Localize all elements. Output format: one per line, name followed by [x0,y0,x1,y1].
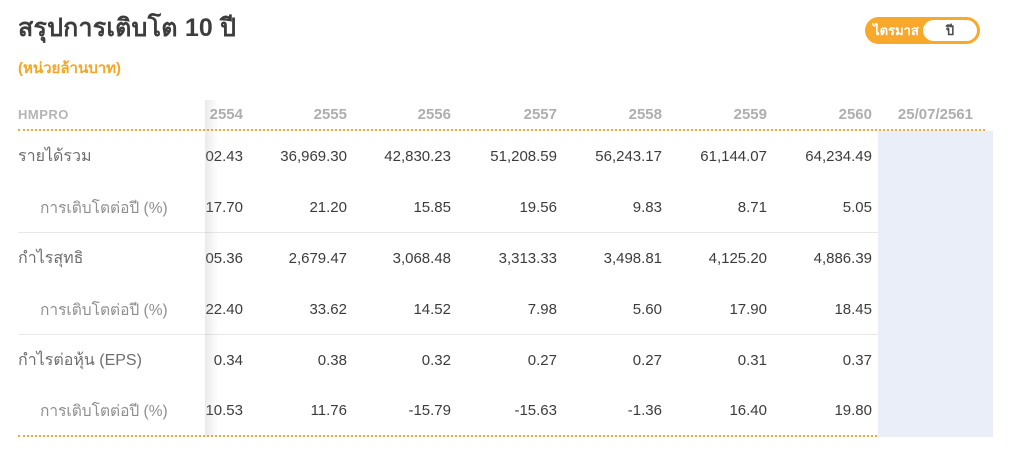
table-row-net-profit: กำไรสุทธิ 05.36 2,679.47 3,068.48 3,313.… [18,233,985,284]
table-row-eps-growth: การเติบโตต่อปี (%) 10.53 11.76 -15.79 -1… [18,386,985,437]
table-cell: 0.34 [213,352,243,369]
table-cell: 05.36 [205,250,243,267]
stock-symbol-header: HMPRO [18,107,69,122]
toggle-option-quarter[interactable]: ไตรมาส [873,23,919,38]
table-cell: 42,830.23 [384,148,451,165]
row-label: การเติบโตต่อปี (%) [40,403,168,420]
table-row-net-profit-growth: การเติบโตต่อปี (%) 22.40 33.62 14.52 7.9… [18,284,985,335]
table-cell: 16.40 [729,402,767,419]
table-cell: 4,125.20 [708,250,767,267]
table-cell: -1.36 [627,402,662,419]
table-cell: 22.40 [205,300,243,318]
table-cell: 19.56 [519,198,557,216]
table-cell: 10.53 [205,402,243,419]
table-cell: 36,969.30 [280,148,347,165]
table-cell: 3,498.81 [603,250,662,267]
table-cell: 18.45 [834,300,872,318]
table-cell: 9.83 [632,198,662,216]
table-cell: 5.05 [842,198,872,216]
column-header-2554: 2554 [209,106,243,123]
table-cell: 2,679.47 [288,250,347,267]
table-cell: 56,243.17 [595,148,662,165]
column-header-latest-date: 25/07/2561 [897,106,973,123]
table-cell: 0.37 [842,352,872,369]
row-label: กำไรต่อหุ้น (EPS) [18,352,142,369]
table-cell: 7.98 [527,300,557,318]
table-cell: 17.70 [205,198,243,216]
table-cell: 14.52 [413,300,451,318]
column-header-2556: 2556 [417,106,451,123]
table-cell: 51,208.59 [490,148,557,165]
latest-date-highlight-column [878,131,993,437]
table-cell: -15.63 [514,402,557,419]
growth-table: HMPRO 2554 2555 2556 2557 2558 2559 2560… [18,100,993,437]
table-cell: 8.71 [737,198,767,216]
unit-subtitle: (หน่วยล้านบาท) [18,60,122,77]
table-cell: 64,234.49 [805,148,872,165]
column-header-2557: 2557 [523,106,557,123]
table-cell: 0.27 [632,352,662,369]
table-cell: -15.79 [408,402,451,419]
table-cell: 3,068.48 [392,250,451,267]
fixed-column-scroll-shadow [205,100,218,437]
table-cell: 02.43 [205,148,243,165]
period-toggle[interactable]: ไตรมาส ปี [865,17,980,44]
table-row-eps: กำไรต่อหุ้น (EPS) 0.34 0.38 0.32 0.27 0.… [18,335,985,386]
table-cell: 0.27 [527,352,557,369]
column-header-2558: 2558 [628,106,662,123]
table-cell: 0.32 [421,352,451,369]
table-cell: 33.62 [309,300,347,318]
table-cell: 17.90 [729,300,767,318]
row-label: การเติบโตต่อปี (%) [40,199,168,217]
row-label: กำไรสุทธิ [18,250,84,267]
table-cell: 3,313.33 [498,250,557,267]
table-cell: 5.60 [632,300,662,318]
row-label: การเติบโตต่อปี (%) [40,301,168,319]
table-cell: 19.80 [834,402,872,419]
table-cell: 21.20 [309,198,347,216]
page-title: สรุปการเติบโต 10 ปี [18,14,237,42]
table-cell: 15.85 [413,198,451,216]
column-header-2559: 2559 [733,106,767,123]
table-cell: 0.38 [317,352,347,369]
column-header-2560: 2560 [838,106,872,123]
table-row-revenue: รายได้รวม 02.43 36,969.30 42,830.23 51,2… [18,131,985,182]
table-row-revenue-growth: การเติบโตต่อปี (%) 17.70 21.20 15.85 19.… [18,182,985,233]
table-header-row: HMPRO 2554 2555 2556 2557 2558 2559 2560… [18,100,985,131]
row-label: รายได้รวม [18,148,92,165]
table-cell: 0.31 [737,352,767,369]
toggle-option-year[interactable]: ปี [923,20,977,41]
column-header-2555: 2555 [313,106,347,123]
table-cell: 4,886.39 [813,250,872,267]
table-cell: 11.76 [310,402,347,419]
table-cell: 61,144.07 [700,148,767,165]
